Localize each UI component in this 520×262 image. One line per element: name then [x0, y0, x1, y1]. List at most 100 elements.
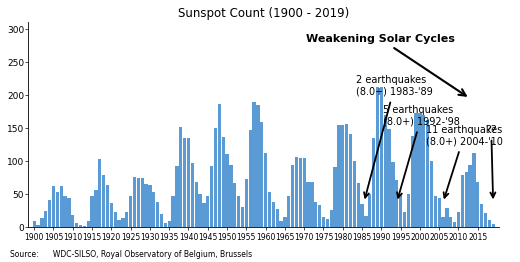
- Bar: [106, 185, 109, 227]
- Bar: [403, 211, 406, 227]
- Bar: [206, 196, 210, 227]
- Bar: [441, 217, 445, 227]
- Bar: [353, 161, 356, 227]
- Bar: [202, 203, 205, 227]
- Bar: [287, 196, 290, 227]
- Text: 11 earthquakes
(8.0+) 2004-'10: 11 earthquakes (8.0+) 2004-'10: [426, 125, 502, 198]
- Bar: [357, 183, 360, 227]
- Bar: [395, 180, 398, 227]
- Bar: [260, 122, 263, 227]
- Bar: [295, 157, 298, 227]
- Bar: [426, 120, 429, 227]
- Bar: [59, 187, 63, 227]
- Bar: [264, 153, 267, 227]
- Bar: [252, 102, 256, 227]
- Bar: [464, 172, 468, 227]
- Bar: [491, 224, 495, 227]
- Bar: [306, 182, 309, 227]
- Bar: [476, 182, 479, 227]
- Bar: [418, 113, 422, 227]
- Bar: [391, 162, 395, 227]
- Bar: [241, 207, 244, 227]
- Bar: [341, 125, 344, 227]
- Bar: [194, 182, 198, 227]
- Bar: [187, 138, 190, 227]
- Bar: [303, 158, 306, 227]
- Bar: [488, 220, 491, 227]
- Bar: [214, 128, 217, 227]
- Bar: [75, 223, 78, 227]
- Bar: [310, 182, 314, 227]
- Bar: [140, 178, 144, 227]
- Bar: [345, 124, 348, 227]
- Bar: [430, 161, 433, 227]
- Bar: [152, 192, 155, 227]
- Bar: [407, 194, 410, 227]
- Bar: [368, 194, 371, 227]
- Bar: [322, 217, 325, 227]
- Bar: [183, 138, 186, 227]
- Bar: [480, 204, 483, 227]
- Bar: [453, 222, 456, 227]
- Bar: [110, 203, 113, 227]
- Bar: [175, 166, 178, 227]
- Bar: [330, 210, 333, 227]
- Bar: [179, 127, 183, 227]
- Bar: [276, 209, 279, 227]
- Bar: [102, 174, 105, 227]
- Text: Source:      WDC-SILSO, Royal Observatory of Belgium, Brussels: Source: WDC-SILSO, Royal Observatory of …: [10, 250, 253, 259]
- Bar: [164, 223, 167, 227]
- Bar: [129, 196, 132, 227]
- Bar: [210, 166, 213, 227]
- Bar: [118, 220, 121, 227]
- Bar: [249, 130, 252, 227]
- Bar: [229, 165, 232, 227]
- Bar: [414, 113, 418, 227]
- Bar: [380, 87, 383, 227]
- Bar: [244, 179, 248, 227]
- Bar: [33, 221, 36, 227]
- Bar: [98, 159, 101, 227]
- Bar: [79, 225, 82, 227]
- Bar: [94, 190, 98, 227]
- Text: ??: ??: [485, 125, 497, 198]
- Bar: [36, 225, 40, 227]
- Bar: [410, 135, 414, 227]
- Bar: [156, 202, 159, 227]
- Bar: [256, 105, 259, 227]
- Bar: [67, 198, 71, 227]
- Bar: [326, 220, 329, 227]
- Bar: [268, 192, 271, 227]
- Bar: [90, 196, 94, 227]
- Bar: [372, 138, 375, 227]
- Text: 2 earthquakes
(8.0+) 1983-'89: 2 earthquakes (8.0+) 1983-'89: [356, 75, 433, 198]
- Bar: [71, 215, 74, 227]
- Bar: [360, 204, 363, 227]
- Text: Weakening Solar Cycles: Weakening Solar Cycles: [306, 34, 466, 96]
- Title: Sunspot Count (1900 - 2019): Sunspot Count (1900 - 2019): [178, 7, 349, 20]
- Bar: [387, 129, 391, 227]
- Bar: [445, 208, 449, 227]
- Bar: [218, 105, 221, 227]
- Bar: [461, 174, 464, 227]
- Bar: [384, 115, 387, 227]
- Bar: [148, 185, 151, 227]
- Bar: [160, 214, 163, 227]
- Bar: [283, 217, 287, 227]
- Bar: [222, 137, 225, 227]
- Bar: [137, 178, 140, 227]
- Bar: [198, 194, 202, 227]
- Bar: [484, 213, 487, 227]
- Bar: [172, 196, 175, 227]
- Bar: [56, 192, 59, 227]
- Bar: [422, 115, 425, 227]
- Bar: [318, 205, 321, 227]
- Bar: [48, 200, 51, 227]
- Bar: [457, 211, 460, 227]
- Bar: [145, 184, 148, 227]
- Bar: [333, 167, 336, 227]
- Bar: [233, 183, 237, 227]
- Bar: [349, 134, 352, 227]
- Bar: [364, 216, 368, 227]
- Bar: [167, 221, 171, 227]
